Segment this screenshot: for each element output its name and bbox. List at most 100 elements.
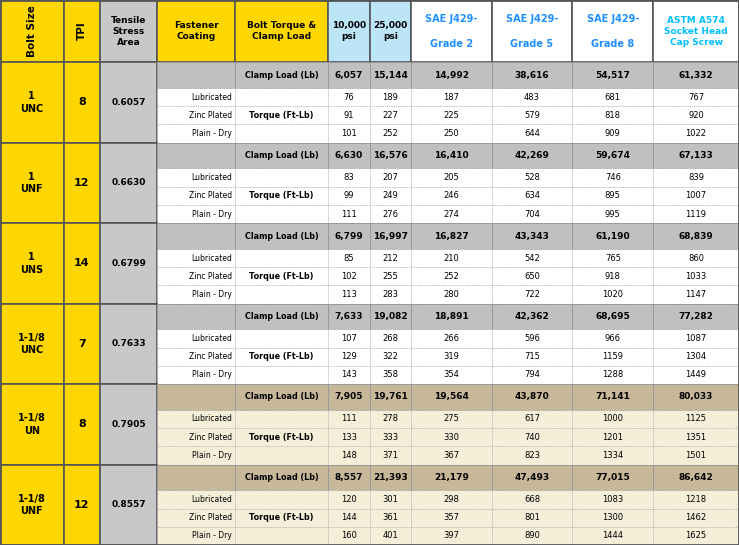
Text: Plain - Dry: Plain - Dry (192, 129, 232, 138)
Text: 249: 249 (382, 191, 398, 201)
Text: 77,282: 77,282 (678, 312, 714, 321)
Bar (328, 124, 370, 143)
Text: 91: 91 (344, 111, 354, 120)
Bar (573, 464, 653, 490)
Bar (100, 223, 157, 304)
Bar (491, 106, 573, 124)
Text: 358: 358 (382, 371, 398, 379)
Text: Bolt Torque &
Clamp Load: Bolt Torque & Clamp Load (247, 21, 316, 41)
Text: 275: 275 (443, 414, 459, 423)
Text: 19,564: 19,564 (434, 392, 469, 402)
Text: 839: 839 (688, 173, 704, 182)
Bar (411, 143, 491, 168)
Text: 227: 227 (382, 111, 398, 120)
Bar (64, 0, 100, 62)
Bar (370, 329, 411, 348)
Bar (370, 286, 411, 304)
Text: 25,000
psi: 25,000 psi (373, 21, 407, 41)
Bar (653, 446, 739, 464)
Text: 71,141: 71,141 (596, 392, 630, 402)
Text: 333: 333 (382, 433, 398, 441)
Bar (653, 0, 739, 62)
Text: 85: 85 (344, 253, 354, 263)
Bar (370, 384, 411, 410)
Text: 704: 704 (524, 209, 540, 219)
Bar (370, 168, 411, 187)
Bar (573, 168, 653, 187)
Text: 61,190: 61,190 (596, 232, 630, 240)
Bar (653, 124, 739, 143)
Text: 212: 212 (382, 253, 398, 263)
Text: 278: 278 (382, 414, 398, 423)
Bar (491, 348, 573, 366)
Bar (411, 464, 491, 490)
Text: 715: 715 (524, 352, 540, 361)
Bar (573, 490, 653, 508)
Text: 1125: 1125 (686, 414, 706, 423)
Bar (653, 428, 739, 446)
Text: 266: 266 (443, 334, 459, 343)
Text: 101: 101 (341, 129, 357, 138)
Bar (573, 267, 653, 286)
Bar (0, 0, 64, 62)
Text: 12: 12 (74, 500, 89, 510)
Bar (573, 446, 653, 464)
Text: Clamp Load (Lb): Clamp Load (Lb) (245, 71, 319, 80)
Bar (235, 490, 328, 508)
Bar (235, 187, 328, 205)
Bar (328, 223, 370, 249)
Text: SAE J429-

Grade 2: SAE J429- Grade 2 (425, 14, 477, 49)
Bar (64, 143, 100, 223)
Bar (328, 187, 370, 205)
Text: 6,630: 6,630 (335, 151, 363, 160)
Bar (328, 0, 370, 62)
Bar (328, 410, 370, 428)
Text: 354: 354 (443, 371, 459, 379)
Bar (411, 304, 491, 329)
Text: 99: 99 (344, 191, 354, 201)
Bar (328, 508, 370, 527)
Bar (0, 384, 64, 464)
Text: 596: 596 (524, 334, 540, 343)
Bar (491, 446, 573, 464)
Bar (653, 527, 739, 545)
Text: 361: 361 (382, 513, 398, 522)
Bar (328, 527, 370, 545)
Text: 920: 920 (688, 111, 704, 120)
Bar (491, 187, 573, 205)
Bar (370, 464, 411, 490)
Bar (411, 0, 491, 62)
Bar (0, 304, 64, 384)
Bar (370, 366, 411, 384)
Bar (157, 124, 235, 143)
Bar (411, 508, 491, 527)
Text: 10,000
psi: 10,000 psi (332, 21, 366, 41)
Text: 371: 371 (382, 451, 398, 460)
Bar (235, 124, 328, 143)
Bar (235, 527, 328, 545)
Text: Clamp Load (Lb): Clamp Load (Lb) (245, 312, 319, 321)
Text: 7,905: 7,905 (335, 392, 363, 402)
Text: 144: 144 (341, 513, 357, 522)
Bar (491, 0, 573, 62)
Text: Clamp Load (Lb): Clamp Load (Lb) (245, 473, 319, 482)
Text: 1625: 1625 (686, 531, 706, 541)
Bar (491, 304, 573, 329)
Text: 1-1/8
UN: 1-1/8 UN (18, 413, 46, 435)
Text: 42,269: 42,269 (514, 151, 550, 160)
Text: 1020: 1020 (602, 290, 623, 299)
Bar (573, 286, 653, 304)
Bar (157, 249, 235, 267)
Bar (235, 62, 328, 88)
Text: 483: 483 (524, 93, 540, 101)
Bar (653, 490, 739, 508)
Bar (64, 62, 100, 143)
Bar (235, 286, 328, 304)
Bar (370, 124, 411, 143)
Bar (411, 106, 491, 124)
Bar (235, 428, 328, 446)
Text: Zinc Plated: Zinc Plated (189, 111, 232, 120)
Text: 1087: 1087 (686, 334, 706, 343)
Bar (370, 267, 411, 286)
Text: Torque (Ft-Lb): Torque (Ft-Lb) (250, 272, 314, 281)
